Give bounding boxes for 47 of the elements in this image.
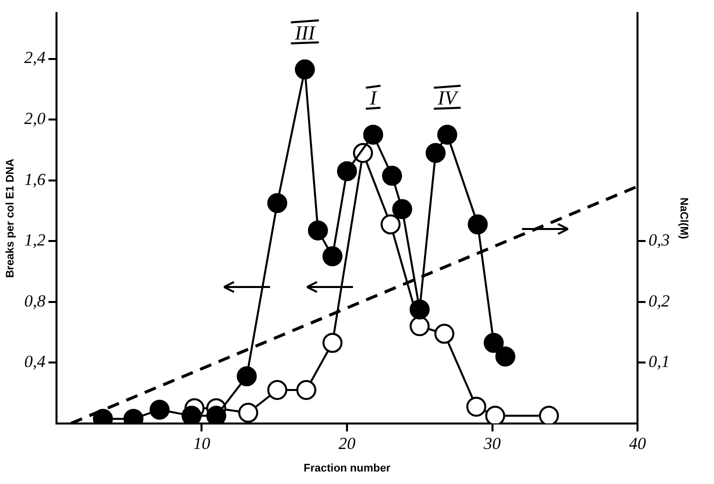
point [410, 316, 430, 336]
x-tick-label: 20 [338, 434, 356, 454]
point [363, 124, 384, 145]
y2-axis-title: NaCl(M) [677, 198, 690, 240]
point [267, 380, 288, 400]
annotation: III [294, 22, 316, 44]
y2-tick-label: 0,3 [648, 230, 670, 250]
y-tick-label: 1,2 [24, 230, 46, 250]
point [484, 332, 504, 353]
point [466, 396, 486, 417]
point [206, 406, 226, 424]
point [410, 299, 430, 320]
point [337, 161, 357, 182]
x-axis-title: Fraction number [304, 462, 392, 474]
point [392, 199, 412, 220]
y-axis-title: Breaks per col E1 DNA [4, 158, 17, 278]
point [468, 214, 488, 234]
point [380, 214, 401, 234]
annotation: I [368, 88, 378, 110]
point [308, 220, 328, 240]
y-tick-label: 2,4 [24, 48, 46, 68]
x-tick-label: 30 [482, 434, 502, 454]
point [236, 366, 257, 386]
point [294, 59, 315, 80]
x-tick-label: 10 [193, 434, 211, 454]
point [267, 193, 288, 214]
point [434, 324, 454, 344]
point [485, 406, 506, 424]
point [322, 246, 342, 266]
point [182, 406, 202, 424]
y2-tick-label: 0,1 [648, 352, 670, 372]
y-tick-label: 2,0 [24, 109, 46, 128]
annotation: IV [436, 88, 460, 110]
x-tick-label: 40 [629, 434, 647, 454]
point [150, 400, 170, 420]
point [238, 402, 258, 423]
y2-tick-label: 0,2 [648, 291, 670, 310]
point [495, 346, 516, 367]
point [426, 142, 446, 163]
point [437, 124, 458, 145]
point [322, 332, 342, 353]
point [538, 406, 559, 424]
y-tick-label: 0,4 [24, 352, 46, 372]
y-tick-label: 0,8 [24, 291, 46, 310]
point [382, 166, 402, 186]
point [296, 380, 316, 400]
y-tick-label: 1,6 [24, 170, 46, 189]
